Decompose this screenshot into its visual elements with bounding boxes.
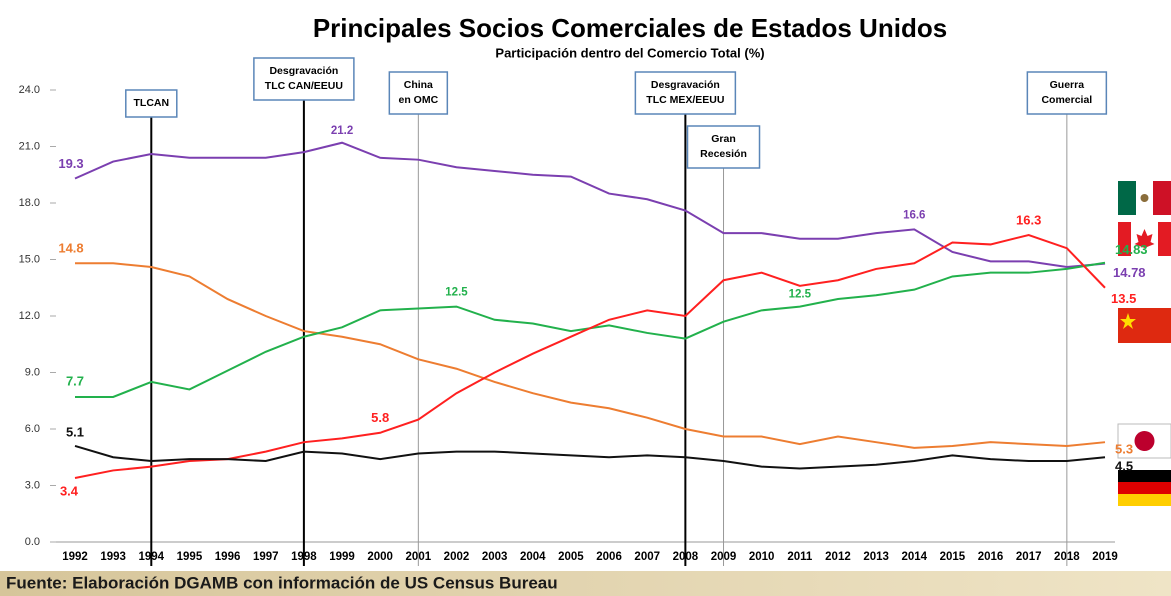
flag-germany — [1118, 470, 1171, 506]
value-label: 12.5 — [445, 287, 468, 299]
x-tick-label: 2000 — [367, 551, 393, 563]
value-label: 5.3 — [1115, 442, 1133, 457]
x-tick-label: 2004 — [520, 551, 546, 563]
series-line — [75, 261, 1106, 398]
y-tick-label: 3.0 — [25, 479, 40, 491]
value-label: 7.7 — [66, 373, 84, 388]
y-tick-label: 9.0 — [25, 366, 40, 378]
y-tick-label: 0.0 — [25, 536, 40, 548]
event-box — [388, 71, 449, 115]
x-tick-label: 2006 — [596, 551, 622, 563]
x-tick-label: 2003 — [482, 551, 508, 563]
x-tick-label: 2007 — [634, 551, 660, 563]
flags — [1117, 181, 1171, 506]
event-box — [686, 125, 761, 169]
event-label: Desgravación — [269, 65, 338, 77]
value-label: 16.3 — [1016, 212, 1041, 227]
event-label: Comercial — [1041, 94, 1092, 106]
flag-canada — [1118, 222, 1171, 256]
x-tick-label: 2019 — [1092, 551, 1118, 563]
value-label: 16.6 — [903, 209, 925, 221]
event-box — [634, 71, 737, 115]
x-tick-label: 1992 — [62, 551, 88, 563]
x-tick-label: 1999 — [329, 551, 355, 563]
y-tick-label: 21.0 — [19, 140, 40, 152]
series-line — [74, 141, 1106, 269]
x-tick-label: 2017 — [1016, 551, 1042, 563]
event-label: en OMC — [398, 94, 438, 106]
event-label: TLCAN — [134, 97, 170, 109]
source-bar — [0, 571, 1171, 596]
x-tick-label: 2005 — [558, 551, 584, 563]
event-box — [253, 57, 355, 101]
event-label: Guerra — [1050, 79, 1085, 91]
y-tick-label: 24.0 — [19, 84, 40, 96]
x-tick-label: 2011 — [787, 551, 813, 563]
event-label: China — [404, 79, 433, 91]
x-tick-label: 2015 — [940, 551, 966, 563]
x-tick-label: 2012 — [825, 551, 851, 563]
y-tick-label: 18.0 — [19, 197, 40, 209]
series-line — [74, 444, 1106, 470]
value-label: 13.5 — [1111, 291, 1136, 306]
x-tick-label: 2013 — [863, 551, 889, 563]
x-tick-label: 1993 — [100, 551, 126, 563]
value-label: 5.8 — [371, 410, 389, 425]
y-tick-label: 12.0 — [19, 310, 40, 322]
value-label: 21.2 — [331, 125, 353, 137]
event-label: Recesión — [700, 148, 747, 160]
chart-subtitle: Participación dentro del Comercio Total … — [495, 45, 764, 60]
event-label: Desgravación — [651, 79, 720, 91]
flag-china — [1118, 308, 1171, 343]
flag-mexico — [1118, 181, 1171, 215]
flag-japan — [1117, 423, 1171, 459]
event-label: TLC CAN/EEUU — [265, 80, 343, 92]
event-box — [125, 89, 178, 118]
chart-title: Principales Socios Comerciales de Estado… — [313, 13, 947, 43]
value-label: 19.3 — [58, 156, 83, 171]
series-line — [74, 233, 1106, 479]
value-label: 14.83 — [1115, 242, 1148, 257]
value-label: 3.4 — [60, 483, 79, 498]
y-tick-label: 15.0 — [19, 253, 40, 265]
event-label: TLC MEX/EEUU — [646, 94, 724, 106]
value-label: 5.1 — [66, 424, 84, 439]
source: Fuente: Elaboración DGAMB con informació… — [6, 573, 558, 592]
event-label: Gran — [711, 133, 736, 145]
x-tick-label: 2010 — [749, 551, 775, 563]
x-tick-label: 2016 — [978, 551, 1004, 563]
x-tick-label: 2002 — [444, 551, 470, 563]
x-tick-label: 1996 — [215, 551, 241, 563]
x-tick-label: 1997 — [253, 551, 279, 563]
value-label: 4.5 — [1115, 459, 1133, 474]
event-box — [1026, 71, 1108, 115]
y-tick-label: 6.0 — [25, 423, 40, 435]
series-line — [75, 262, 1106, 449]
value-label: 14.78 — [1113, 265, 1146, 280]
value-label: 14.8 — [58, 241, 83, 256]
x-tick-label: 2014 — [901, 551, 927, 563]
value-label: 12.5 — [789, 289, 812, 301]
x-tick-label: 1995 — [177, 551, 203, 563]
